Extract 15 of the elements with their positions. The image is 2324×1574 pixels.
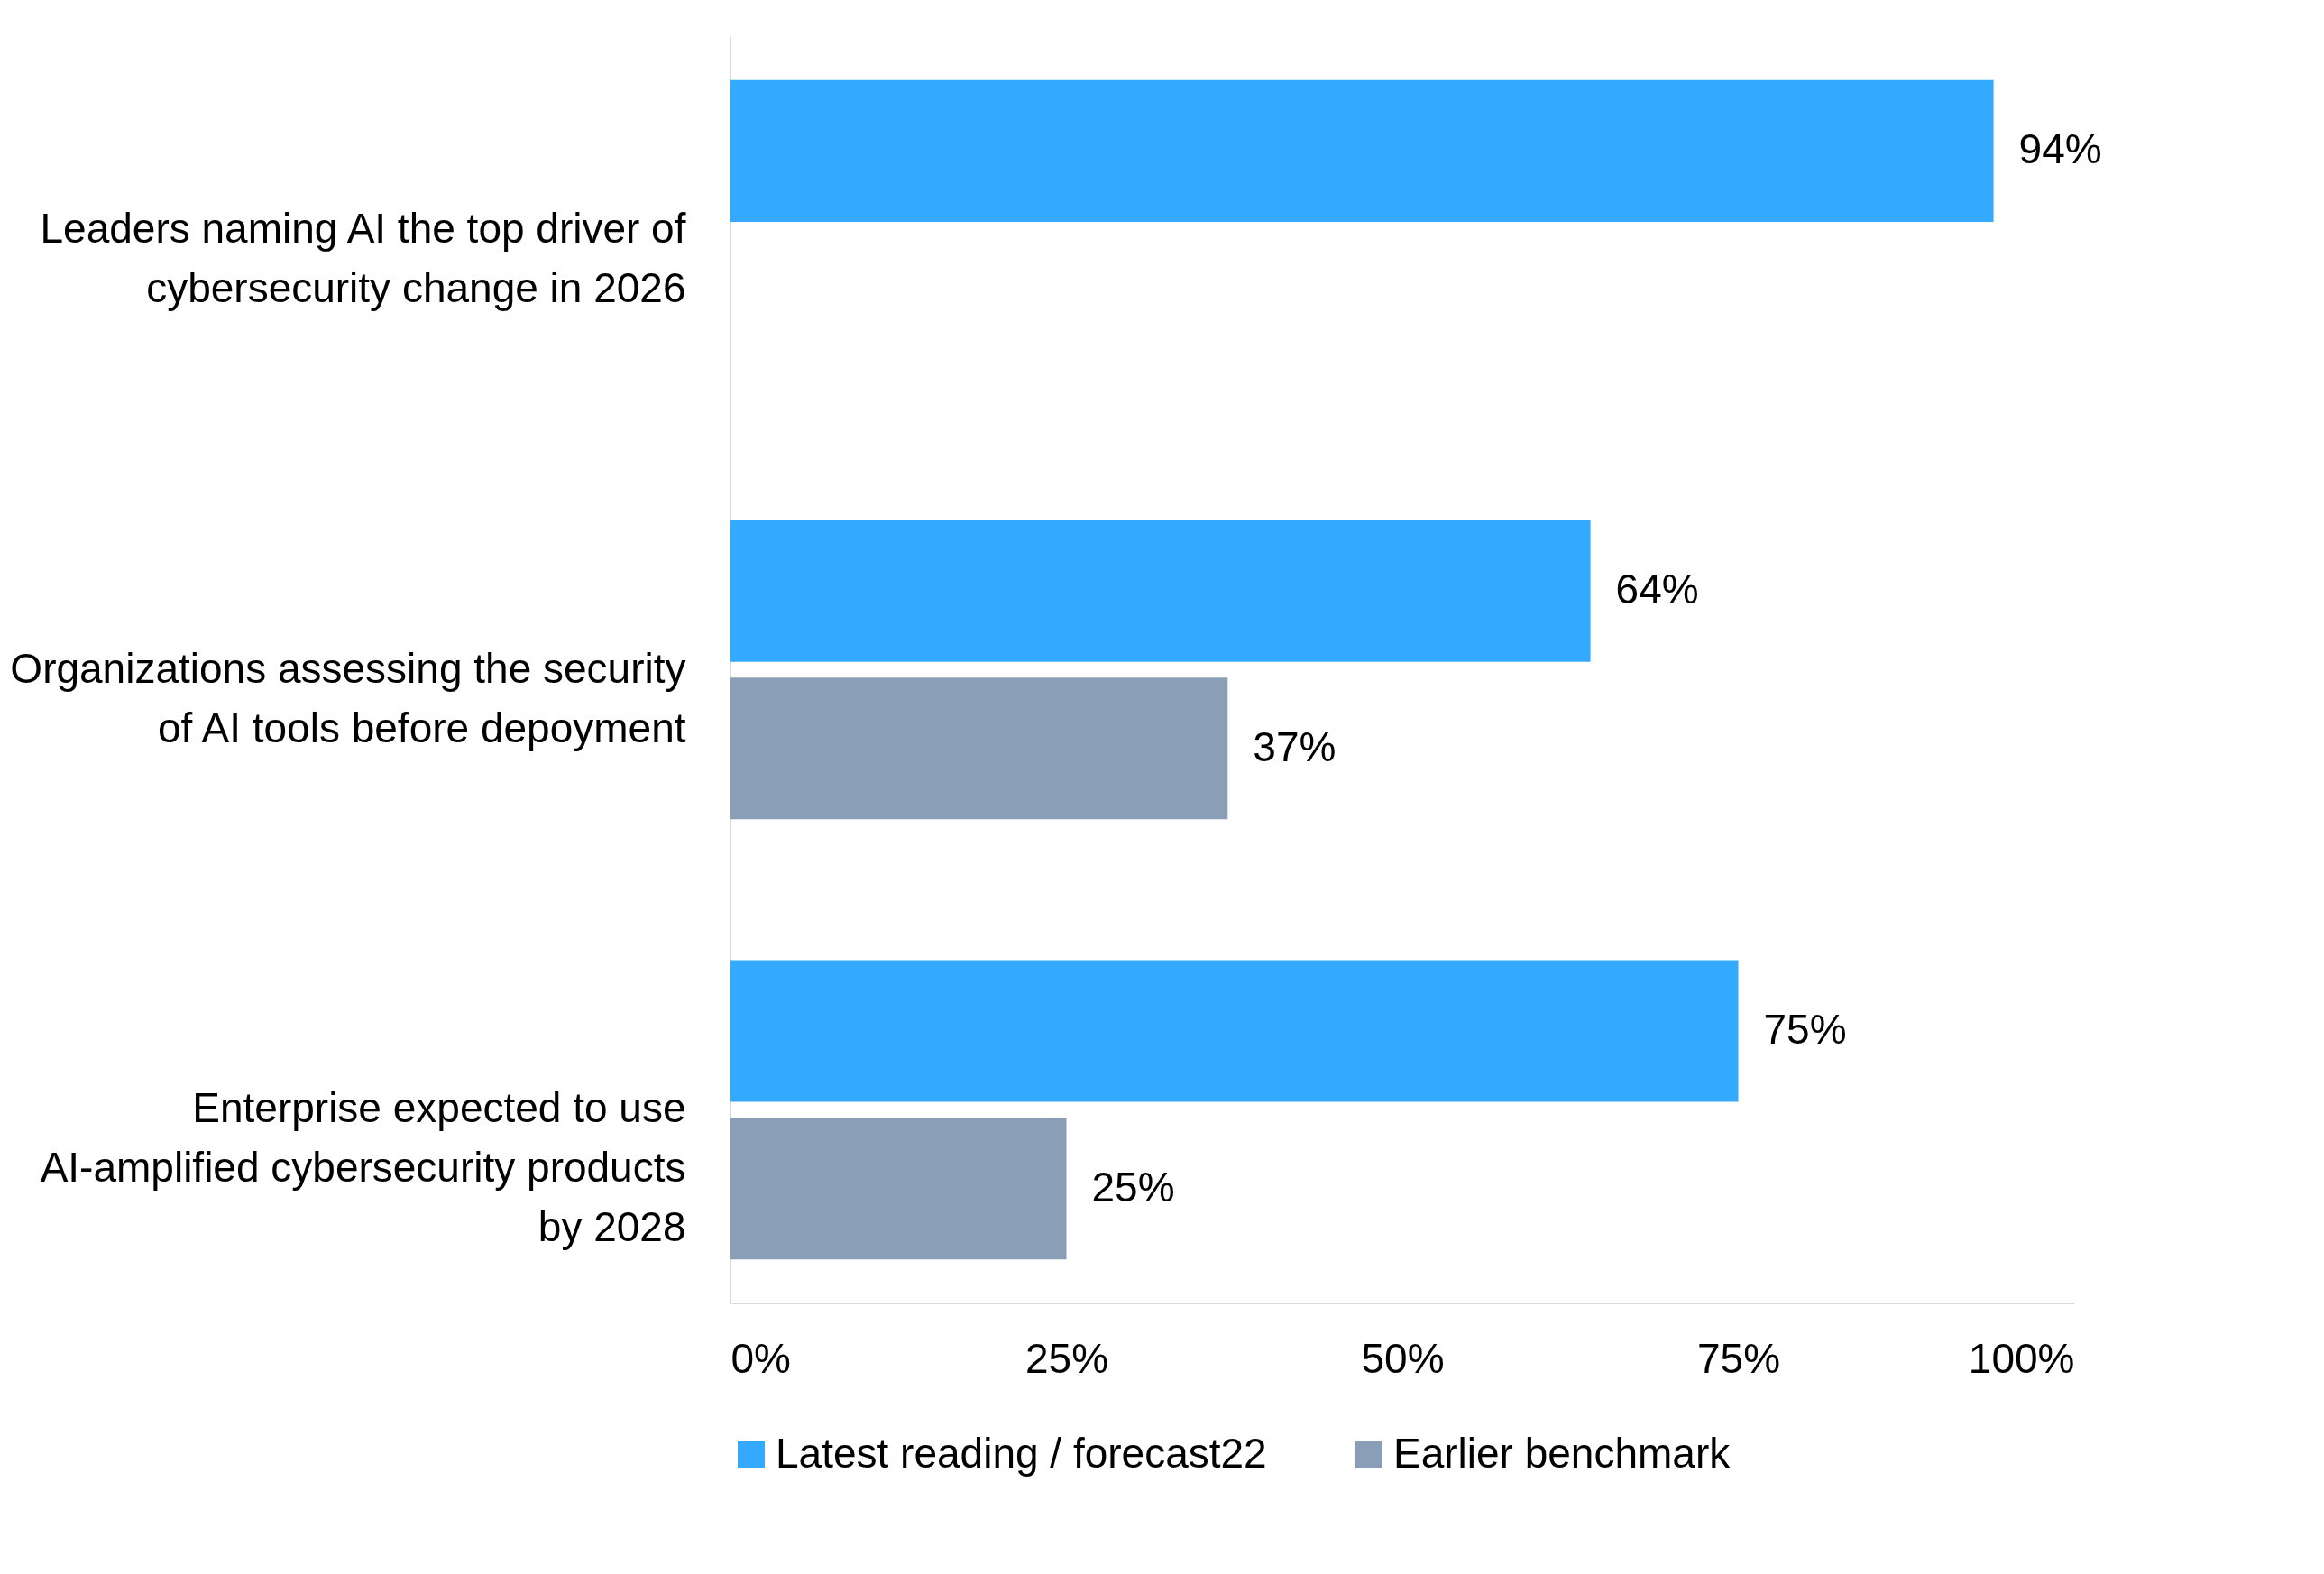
- legend-label: Latest reading / forecast22: [776, 1430, 1267, 1477]
- data-label: 37%: [1253, 723, 1337, 770]
- x-tick-label: 75%: [1696, 1334, 1781, 1382]
- x-tick-label: 50%: [1361, 1334, 1445, 1382]
- y-tick-label: Organizations assessing the security of AI tools before depoyment: [10, 644, 686, 751]
- data-label: 75%: [1763, 1006, 1847, 1054]
- x-tick-label: 0%: [730, 1334, 791, 1382]
- data-label: 25%: [1091, 1163, 1175, 1210]
- data-label: 94%: [2018, 125, 2102, 173]
- x-tick-label: 100%: [1968, 1334, 2075, 1382]
- x-tick-label: 25%: [1024, 1334, 1109, 1382]
- legend-label: Earlier benchmark: [1393, 1430, 1732, 1477]
- y-tick-label: Leaders naming AI the top driver of cybersecurity change in 2026: [40, 204, 686, 311]
- data-label: 64%: [1615, 566, 1699, 613]
- y-tick-label: Enterprise expected to use AI-amplified cybersecurity products by 2028: [40, 1084, 686, 1251]
